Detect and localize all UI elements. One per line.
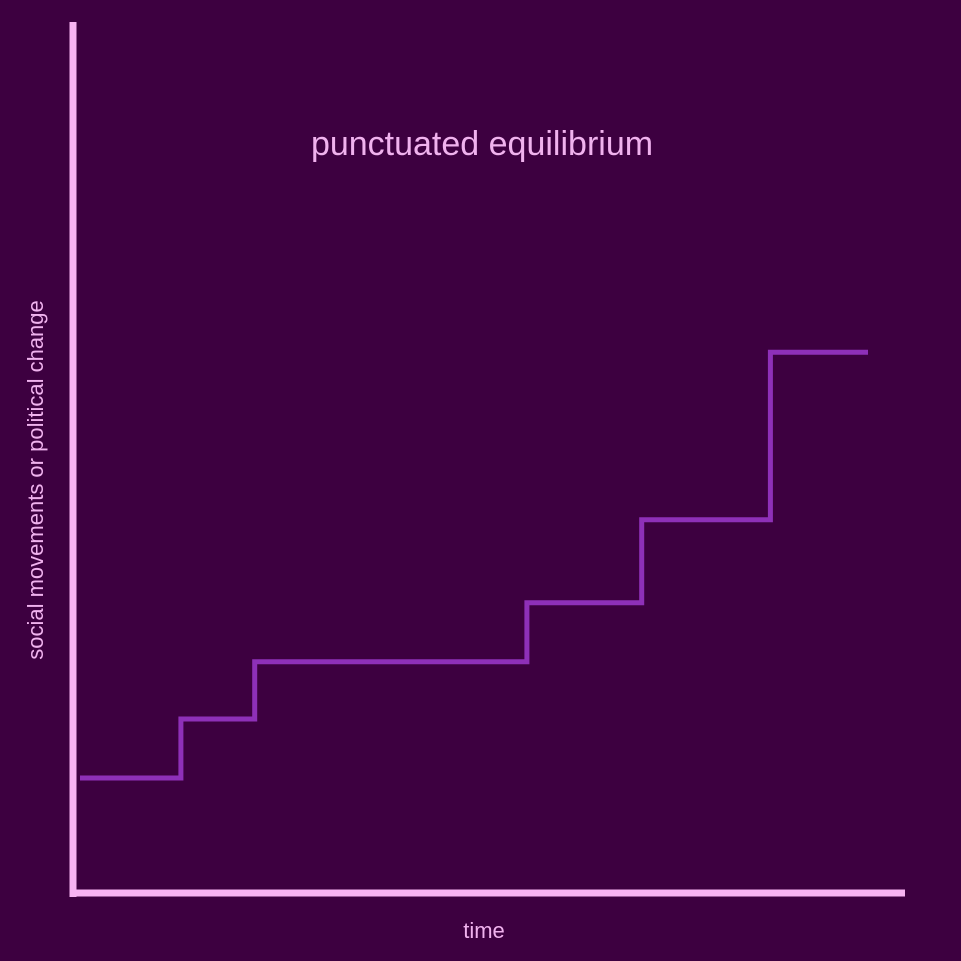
y-axis-label: social movements or political change — [23, 300, 48, 660]
plot-area — [80, 349, 868, 781]
x-axis-label: time — [463, 918, 505, 943]
series-line-0 — [80, 349, 868, 781]
chart-title: punctuated equilibrium — [311, 125, 653, 163]
